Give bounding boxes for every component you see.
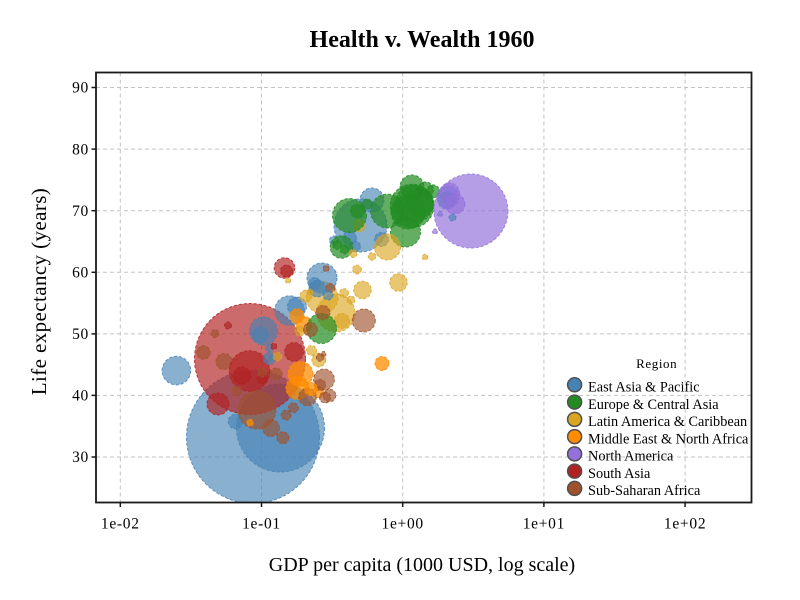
svg-text:North America: North America xyxy=(588,449,674,465)
svg-text:1e+01: 1e+01 xyxy=(523,516,565,533)
svg-text:South Asia: South Asia xyxy=(588,466,651,482)
svg-text:30: 30 xyxy=(72,449,89,466)
svg-text:80: 80 xyxy=(72,141,89,158)
svg-text:GDP per capita (1000 USD, log: GDP per capita (1000 USD, log scale) xyxy=(269,554,575,576)
svg-text:Latin America & Caribbean: Latin America & Caribbean xyxy=(588,414,747,430)
svg-text:1e+02: 1e+02 xyxy=(664,516,706,533)
svg-text:Health v. Wealth 1960: Health v. Wealth 1960 xyxy=(310,27,535,53)
svg-text:East Asia & Pacific: East Asia & Pacific xyxy=(588,380,700,396)
svg-text:90: 90 xyxy=(72,80,89,97)
svg-text:40: 40 xyxy=(72,388,89,405)
svg-text:Middle East & North Africa: Middle East & North Africa xyxy=(588,431,749,447)
svg-text:60: 60 xyxy=(72,265,89,282)
svg-text:1e-01: 1e-01 xyxy=(242,516,281,533)
svg-text:Europe & Central Asia: Europe & Central Asia xyxy=(588,397,719,413)
svg-text:50: 50 xyxy=(72,326,89,343)
svg-text:70: 70 xyxy=(72,203,89,220)
svg-text:Region: Region xyxy=(636,356,677,371)
svg-text:Life expectancy (years): Life expectancy (years) xyxy=(27,188,51,395)
svg-text:1e-02: 1e-02 xyxy=(101,516,140,533)
svg-text:1e+00: 1e+00 xyxy=(382,516,424,533)
svg-text:Sub-Saharan Africa: Sub-Saharan Africa xyxy=(588,483,701,499)
